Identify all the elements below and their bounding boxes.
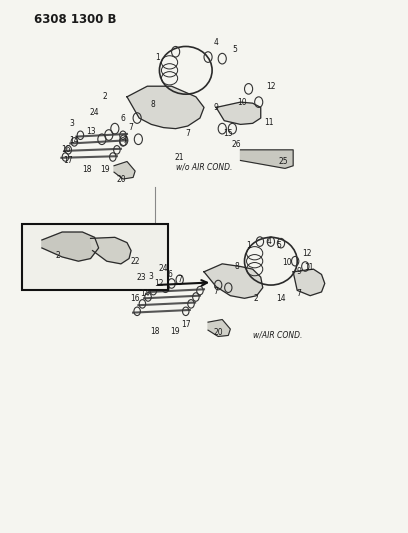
Text: 6: 6 [120, 114, 125, 123]
Text: 23: 23 [136, 272, 146, 281]
Text: 19: 19 [170, 327, 180, 336]
Text: 19: 19 [100, 166, 109, 174]
Polygon shape [293, 269, 325, 296]
Text: w/o AIR COND.: w/o AIR COND. [175, 163, 232, 171]
Text: 14: 14 [276, 294, 286, 303]
Text: 10: 10 [282, 258, 292, 266]
Text: 11: 11 [264, 118, 274, 127]
Text: 7: 7 [297, 288, 302, 297]
Text: 22: 22 [131, 257, 140, 265]
Text: 7: 7 [122, 136, 127, 145]
Text: 1: 1 [155, 53, 160, 62]
Text: 17: 17 [63, 156, 73, 165]
Text: 16: 16 [130, 294, 140, 303]
Text: 17: 17 [181, 320, 191, 329]
Text: 9: 9 [297, 268, 302, 276]
Text: 4: 4 [266, 237, 271, 246]
Polygon shape [42, 232, 99, 261]
Text: 12: 12 [303, 249, 312, 258]
Text: 12: 12 [155, 279, 164, 288]
Polygon shape [208, 319, 231, 336]
Text: 12: 12 [266, 82, 276, 91]
Text: 3: 3 [70, 119, 75, 128]
Text: 14: 14 [69, 136, 79, 145]
Polygon shape [240, 150, 293, 168]
Text: 5: 5 [232, 45, 237, 54]
Text: 2: 2 [56, 252, 60, 261]
Text: 2: 2 [102, 92, 107, 101]
Text: 6308 1300 B: 6308 1300 B [34, 13, 116, 27]
Text: 10: 10 [238, 98, 247, 107]
Text: 3: 3 [149, 271, 154, 280]
Text: 7: 7 [129, 123, 133, 132]
Text: 26: 26 [232, 140, 241, 149]
Text: 2: 2 [253, 294, 258, 303]
Text: 5: 5 [277, 241, 282, 250]
Text: 9: 9 [214, 103, 219, 112]
Text: 11: 11 [305, 263, 314, 272]
Text: 18: 18 [151, 327, 160, 336]
Text: 8: 8 [151, 100, 156, 109]
Text: 24: 24 [90, 108, 100, 117]
Polygon shape [204, 264, 263, 298]
Text: 13: 13 [86, 127, 95, 136]
Text: w/AIR COND.: w/AIR COND. [253, 331, 302, 340]
Text: 14: 14 [140, 288, 150, 297]
Text: 6: 6 [167, 270, 172, 279]
Polygon shape [114, 161, 135, 179]
Text: 8: 8 [234, 262, 239, 271]
Bar [22, 224, 168, 290]
Text: 15: 15 [224, 130, 233, 139]
Polygon shape [216, 102, 261, 124]
Text: 20: 20 [116, 174, 126, 183]
Text: 21: 21 [175, 154, 184, 163]
Text: 1: 1 [246, 241, 251, 250]
Text: 20: 20 [213, 328, 223, 337]
Text: 7: 7 [185, 130, 190, 139]
Polygon shape [91, 237, 131, 264]
Text: 25: 25 [278, 157, 288, 166]
Text: 24: 24 [159, 264, 168, 272]
Polygon shape [127, 86, 204, 128]
Text: 16: 16 [62, 146, 71, 155]
Text: 4: 4 [214, 38, 219, 47]
Text: 18: 18 [82, 166, 91, 174]
Text: 7: 7 [214, 287, 219, 296]
Text: 7: 7 [177, 275, 182, 284]
